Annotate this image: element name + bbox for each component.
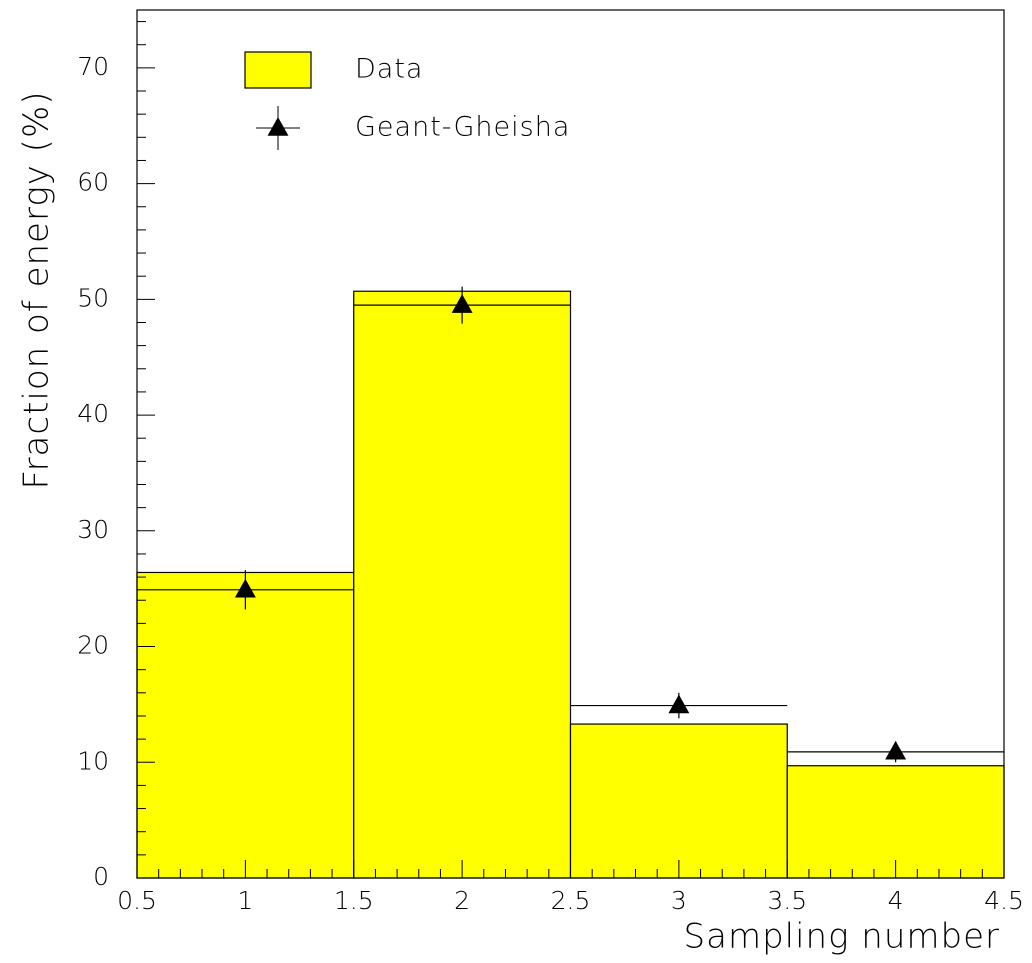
x-tick-label: 4.5 xyxy=(984,886,1024,915)
bar xyxy=(569,723,788,879)
y-tick-label: 10 xyxy=(77,746,109,775)
x-tick-label: 0.5 xyxy=(117,886,157,915)
bar xyxy=(786,765,1005,879)
y-tick-label: 30 xyxy=(77,515,109,544)
x-tick-label: 3 xyxy=(671,886,687,915)
y-tick-label: 50 xyxy=(77,283,109,312)
y-tick-label: 20 xyxy=(77,631,109,660)
x-tick-label: 1 xyxy=(237,886,253,915)
bar xyxy=(353,290,572,879)
marker xyxy=(451,294,473,313)
y-tick-label: 70 xyxy=(77,52,109,81)
legend-marker xyxy=(267,117,289,136)
legend-label: Data xyxy=(355,54,423,85)
x-tick-label: 2.5 xyxy=(551,886,591,915)
x-axis-label: Sampling number xyxy=(684,917,1000,957)
x-tick-label: 2 xyxy=(454,886,470,915)
y-tick-label: 40 xyxy=(77,399,109,428)
marker xyxy=(885,740,907,760)
x-tick-label: 3.5 xyxy=(767,886,807,915)
bar xyxy=(136,571,355,879)
x-tick-label: 4 xyxy=(888,886,904,915)
legend-label: Geant-Gheisha xyxy=(355,112,570,143)
legend-swatch xyxy=(244,51,312,89)
y-tick-label: 60 xyxy=(77,168,109,197)
y-tick-label: 0 xyxy=(93,862,109,891)
marker xyxy=(234,578,256,598)
x-tick-label: 1.5 xyxy=(334,886,374,915)
y-axis-label: Fraction of energy (%) xyxy=(17,90,57,489)
marker xyxy=(668,694,690,714)
